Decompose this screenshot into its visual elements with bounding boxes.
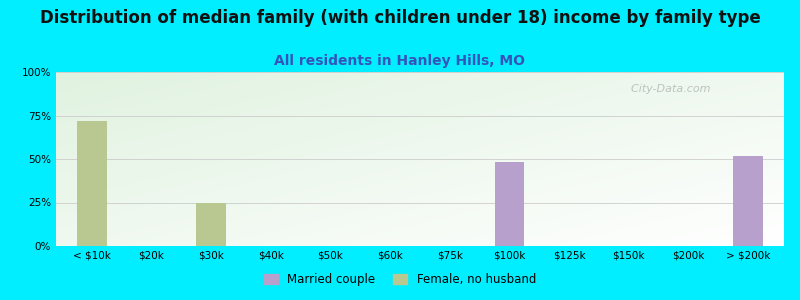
Legend: Married couple, Female, no husband: Married couple, Female, no husband <box>259 269 541 291</box>
Text: Distribution of median family (with children under 18) income by family type: Distribution of median family (with chil… <box>40 9 760 27</box>
Bar <box>196 202 226 246</box>
Bar <box>77 121 106 246</box>
Text: All residents in Hanley Hills, MO: All residents in Hanley Hills, MO <box>274 54 526 68</box>
Text: City-Data.com: City-Data.com <box>624 84 710 94</box>
Bar <box>494 163 525 246</box>
Bar <box>734 155 763 246</box>
